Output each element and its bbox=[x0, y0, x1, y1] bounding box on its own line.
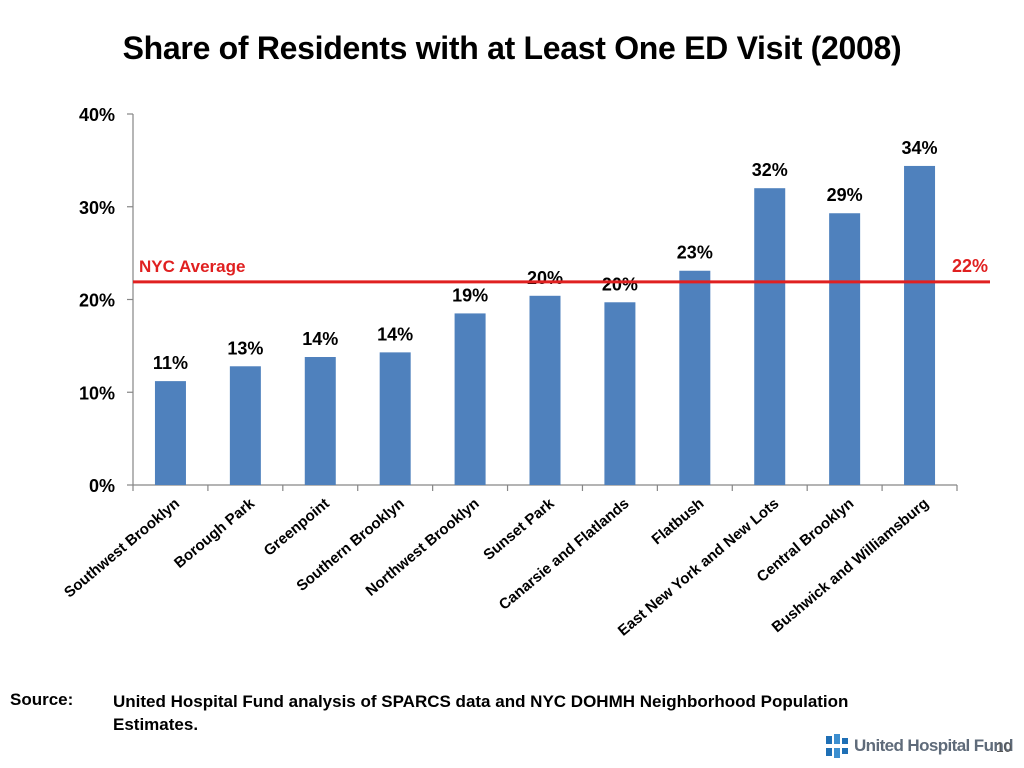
data-label: 14% bbox=[302, 329, 338, 349]
source-label: Source: bbox=[10, 690, 74, 709]
data-label: 13% bbox=[227, 338, 263, 358]
bar bbox=[604, 302, 636, 485]
page-number: 10 bbox=[996, 739, 1012, 755]
x-category-label: Greenpoint bbox=[261, 495, 333, 559]
y-tick-label: 40% bbox=[79, 105, 115, 125]
data-label: 11% bbox=[153, 353, 188, 373]
source-text: United Hospital Fund analysis of SPARCS … bbox=[113, 692, 849, 734]
bar bbox=[229, 366, 261, 485]
y-tick-label: 10% bbox=[79, 383, 115, 403]
bar bbox=[529, 295, 561, 485]
bar bbox=[454, 313, 486, 485]
nyc-average-label: NYC Average bbox=[139, 257, 245, 276]
x-category-label: Borough Park bbox=[171, 495, 258, 572]
x-category-label: East New York and New Lots bbox=[615, 495, 783, 639]
chart-title: Share of Residents with at Least One ED … bbox=[122, 30, 902, 66]
y-tick-label: 30% bbox=[79, 198, 115, 218]
data-label: 19% bbox=[452, 285, 488, 305]
logo-name: United Hospital Fund bbox=[854, 736, 1014, 755]
data-label: 14% bbox=[377, 324, 413, 344]
united-hospital-fund-logo: United Hospital Fund bbox=[826, 734, 1014, 758]
x-category-label: Canarsie and Flatlands bbox=[496, 495, 633, 614]
data-label: 29% bbox=[827, 185, 863, 205]
bar bbox=[304, 357, 336, 485]
bar bbox=[379, 352, 411, 485]
x-category-label: Southwest Brooklyn bbox=[61, 495, 183, 601]
data-label: 20% bbox=[527, 268, 563, 288]
logo-mark-icon bbox=[826, 734, 848, 758]
data-label: 20% bbox=[602, 274, 638, 294]
bar bbox=[679, 270, 711, 485]
nyc-average-value-label: 22% bbox=[952, 256, 988, 276]
x-category-label: Flatbush bbox=[649, 495, 708, 548]
bar-chart: 0% 10% 20% 30% 40% 11% Southwest Brooklyn 13% Bo… bbox=[61, 105, 990, 640]
bar bbox=[904, 165, 936, 485]
x-category-label: Sunset Park bbox=[480, 495, 558, 564]
data-label: 32% bbox=[752, 160, 788, 180]
y-tick-label: 20% bbox=[79, 291, 115, 311]
bar bbox=[829, 213, 861, 485]
x-category-label: Bushwick and Williamsburg bbox=[769, 495, 932, 636]
data-label: 34% bbox=[902, 138, 938, 158]
bar bbox=[154, 381, 186, 485]
data-label: 23% bbox=[677, 243, 713, 263]
y-tick-label: 0% bbox=[89, 476, 115, 496]
bar bbox=[754, 188, 786, 485]
